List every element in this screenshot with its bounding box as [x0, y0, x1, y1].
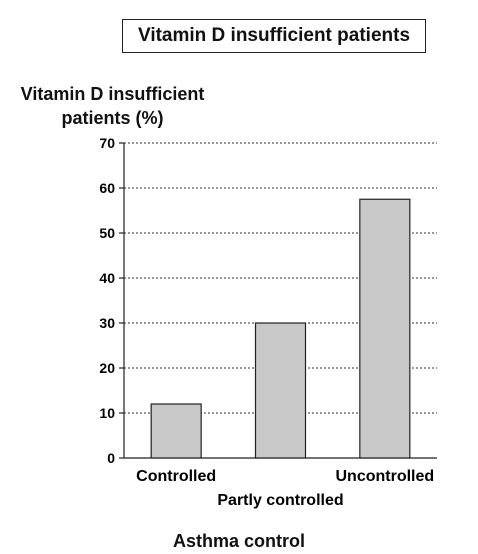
y-axis-label: Vitamin D insufficient patients (%): [0, 82, 225, 130]
x-category-label: Controlled: [136, 468, 216, 485]
x-category-label: Uncontrolled: [335, 468, 434, 485]
y-axis-label-line-2: patients (%): [61, 108, 164, 128]
y-tick-label: 60: [99, 180, 115, 196]
y-tick-label: 30: [99, 315, 115, 331]
y-tick-label: 0: [107, 450, 115, 466]
bar-uncontrolled: [359, 198, 411, 459]
y-tick-label: 40: [99, 270, 115, 286]
bar-controlled: [150, 403, 202, 459]
y-axis-label-line-1: Vitamin D insufficient: [20, 84, 205, 104]
y-tick-label: 20: [99, 360, 115, 376]
x-category-label: Partly controlled: [217, 492, 343, 509]
y-tick-label: 70: [99, 135, 115, 151]
y-tick-label: 10: [99, 405, 115, 421]
y-tick-label: 50: [99, 225, 115, 241]
bar-partly-controlled: [254, 322, 307, 459]
x-axis-label: Asthma control: [172, 531, 305, 551]
chart-title: Vitamin D insufficient patients: [122, 19, 426, 53]
